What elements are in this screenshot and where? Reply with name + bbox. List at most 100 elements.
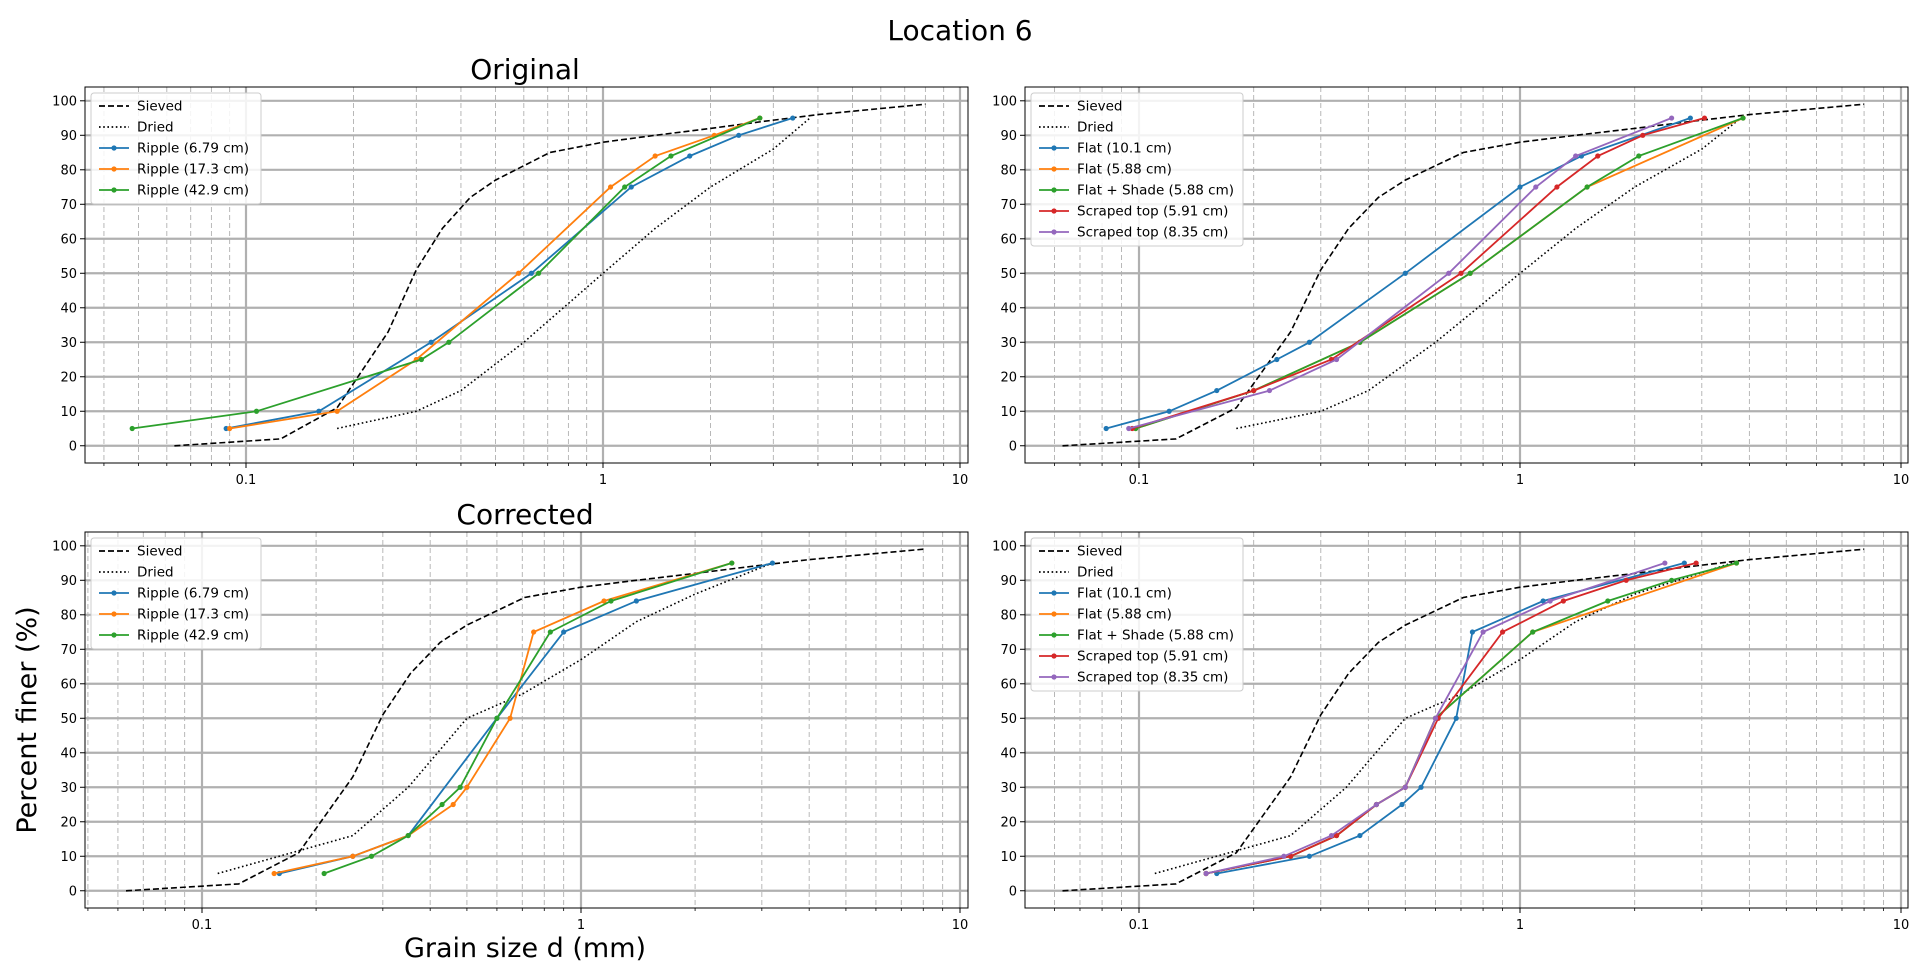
data-point	[1446, 270, 1452, 276]
data-point	[316, 408, 322, 414]
legend-entry-label: Sieved	[1077, 544, 1123, 560]
data-point	[633, 598, 639, 604]
legend-box	[1030, 537, 1244, 692]
panel-title: Corrected	[456, 498, 593, 531]
legend-box	[90, 92, 262, 205]
axes-frame	[84, 531, 969, 909]
legend-entry-label: Ripple (42.9 cm)	[137, 628, 249, 644]
data-point	[227, 425, 233, 432]
series-line-scraped-top-5-91-cm-	[1205, 562, 1697, 875]
axes-frame	[1024, 86, 1909, 464]
series-group	[129, 103, 926, 447]
series-line-sieved	[125, 548, 924, 892]
data-point	[1274, 356, 1280, 363]
legend-entry-label: Ripple (6.79 cm)	[137, 586, 249, 602]
series-line-sieved	[174, 103, 926, 447]
axes-frame	[1024, 531, 1909, 909]
legend-marker	[1051, 632, 1057, 638]
axes-frame	[84, 86, 969, 464]
data-point	[687, 153, 693, 159]
data-point	[1288, 853, 1294, 859]
data-point	[757, 115, 763, 121]
data-point	[1373, 801, 1380, 808]
y-tick-label: 30	[60, 336, 77, 351]
legend-marker	[111, 187, 117, 193]
y-tick-label: 0	[69, 884, 77, 899]
data-point	[1595, 153, 1601, 159]
data-point	[1103, 425, 1109, 432]
y-tick-label: 80	[1000, 163, 1017, 178]
data-point	[1530, 629, 1536, 635]
data-point	[1306, 339, 1312, 345]
y-tick-label: 30	[60, 781, 77, 796]
data-point	[1357, 832, 1363, 839]
legend-box	[90, 537, 262, 650]
legend-marker	[111, 611, 117, 617]
y-tick-label: 70	[1000, 198, 1017, 213]
data-point	[1499, 629, 1506, 635]
data-point	[1584, 184, 1590, 190]
x-tick-label: 0.1	[1129, 473, 1150, 488]
y-tick-label: 40	[60, 746, 77, 761]
data-point	[1480, 629, 1486, 635]
y-tick-label: 40	[1000, 301, 1017, 316]
legend-entry-label: Flat + Shade (5.88 cm)	[1077, 628, 1234, 644]
y-tick-label: 20	[1000, 815, 1017, 830]
data-point	[736, 132, 742, 138]
y-tick-label: 50	[60, 712, 77, 727]
chart-panel-3: 0 10 20 30 40 50 60 70 80 90 100 0.1 1 10 Corrected Sie…	[52, 498, 969, 933]
y-tick-label: 30	[1000, 781, 1017, 796]
y-tick-label: 10	[60, 850, 77, 865]
y-tick-label: 100	[52, 94, 77, 109]
panel-title: Original	[470, 53, 580, 86]
y-tick-label: 0	[1009, 884, 1017, 899]
data-point	[446, 339, 452, 345]
y-tick-label: 90	[1000, 574, 1017, 589]
data-point	[1662, 560, 1668, 566]
x-axis-label: Grain size d (mm)	[404, 933, 646, 964]
data-point	[531, 629, 537, 635]
data-point	[535, 270, 542, 276]
data-point	[1623, 577, 1629, 583]
data-point	[418, 356, 425, 363]
data-point	[457, 784, 463, 790]
data-point	[1281, 853, 1287, 859]
data-point	[1469, 629, 1475, 635]
y-tick-label: 90	[60, 574, 77, 589]
y-tick-label: 60	[1000, 232, 1017, 247]
data-point	[561, 629, 567, 635]
data-point	[450, 801, 456, 808]
legend-marker	[1051, 590, 1057, 596]
y-tick-label: 80	[60, 608, 77, 623]
y-tick-label: 60	[1000, 677, 1017, 692]
y-tick-label: 50	[1000, 712, 1017, 727]
y-tick-label: 10	[60, 405, 77, 420]
y-axis-label: Percent finer (%)	[12, 606, 43, 833]
x-tick-label: 0.1	[236, 473, 257, 488]
data-point	[507, 715, 513, 721]
data-point	[1605, 598, 1611, 604]
grid	[85, 87, 968, 463]
data-point	[1547, 598, 1553, 604]
data-point	[1560, 598, 1567, 604]
legend-entry-label: Ripple (17.3 cm)	[137, 162, 249, 178]
legend-entry-label: Dried	[137, 565, 174, 581]
series-line-dried	[336, 117, 811, 430]
data-point	[1306, 853, 1312, 859]
y-tick-label: 20	[60, 815, 77, 830]
data-point	[1540, 598, 1546, 604]
data-point	[1399, 801, 1405, 808]
legend-marker	[1051, 208, 1057, 214]
y-tick-label: 10	[1000, 405, 1017, 420]
y-tick-label: 80	[1000, 608, 1017, 623]
data-point	[1203, 870, 1209, 877]
legend-entry-label: Ripple (42.9 cm)	[137, 183, 249, 199]
data-point	[1402, 270, 1408, 276]
data-point	[350, 853, 356, 859]
data-point	[439, 801, 445, 808]
data-point	[1453, 715, 1459, 721]
data-point	[601, 598, 607, 604]
data-point	[321, 870, 327, 877]
legend-entry-label: Flat (5.88 cm)	[1077, 162, 1172, 178]
